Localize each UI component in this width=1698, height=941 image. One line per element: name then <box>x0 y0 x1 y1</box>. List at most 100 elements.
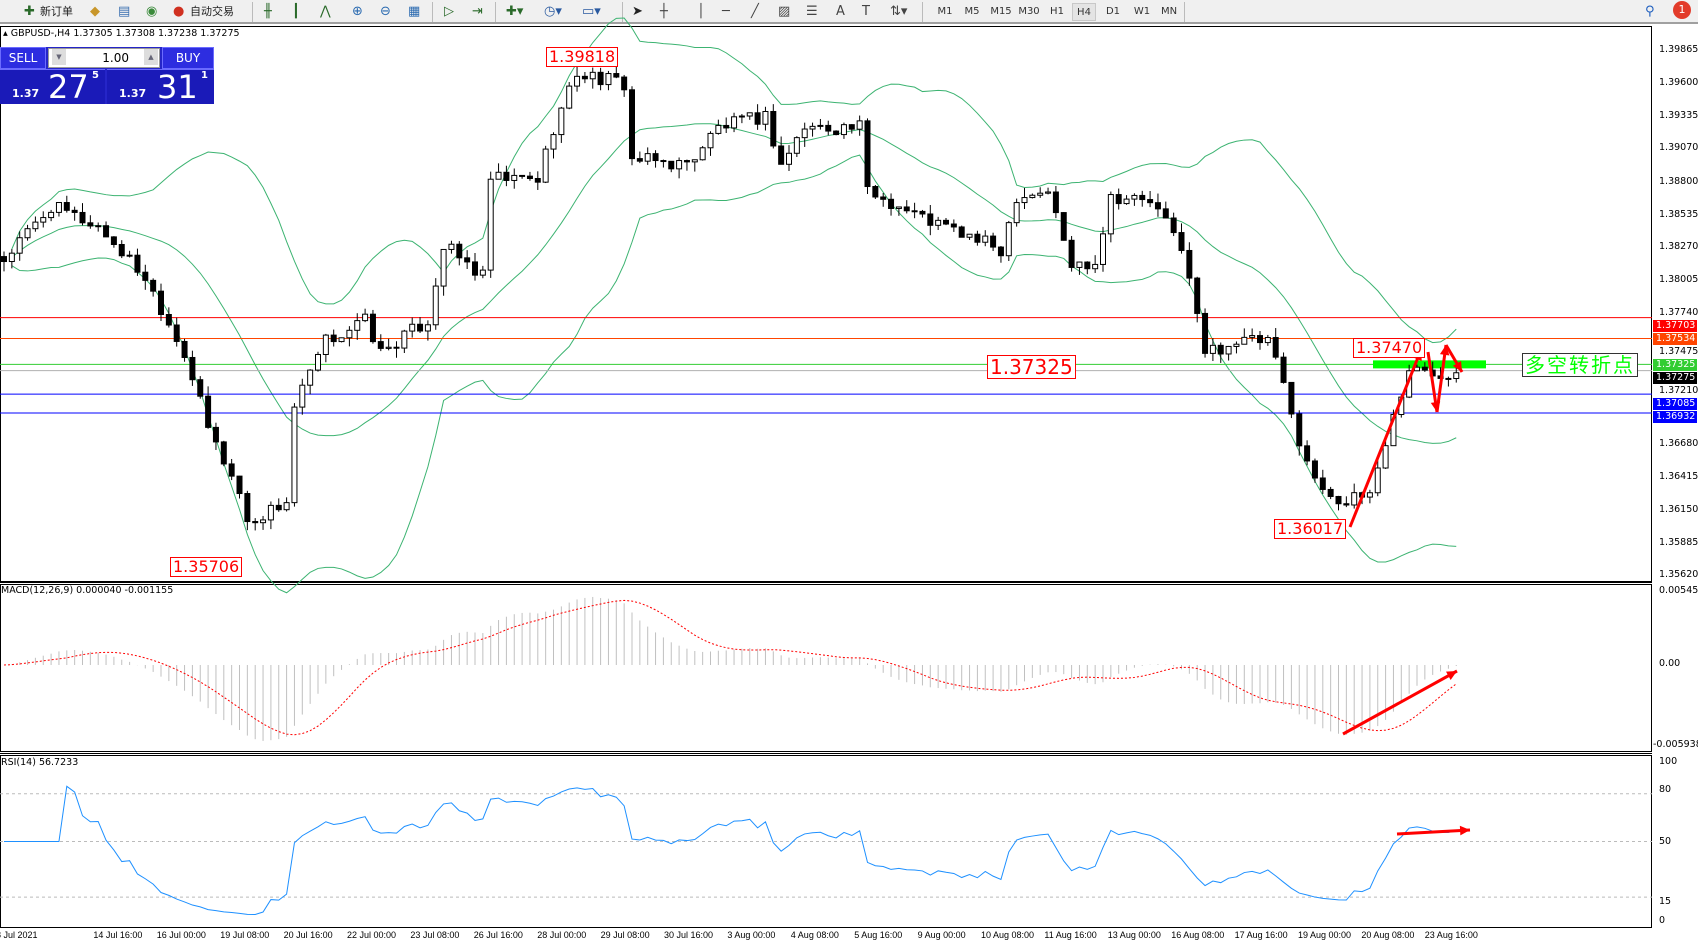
annotation-recent-low[interactable]: 1.36017 <box>1274 519 1347 539</box>
candle <box>652 153 659 162</box>
candle <box>165 314 172 326</box>
candle <box>1296 413 1303 447</box>
candle <box>856 120 863 130</box>
vertical-line-icon[interactable]: │ <box>697 4 705 19</box>
gold-icon[interactable]: ◆ <box>90 4 100 19</box>
chart-shift-icon[interactable]: ⇥ <box>472 4 483 19</box>
autoscroll-icon[interactable]: ▷ <box>444 4 454 19</box>
macd-signal-line <box>3 599 1457 736</box>
timeframe-m5[interactable]: M5 <box>964 6 980 17</box>
candle <box>267 504 274 521</box>
buy-price-pips: 31 <box>157 68 198 106</box>
new-order-button[interactable]: 新订单 <box>40 5 73 18</box>
candlestick-icon[interactable]: ┃ <box>292 4 300 19</box>
candle <box>205 395 212 428</box>
auto-trading-button[interactable]: 自动交易 <box>190 5 234 18</box>
candle <box>134 254 141 273</box>
candle <box>220 441 227 465</box>
arrow-right-down-head <box>1452 361 1462 372</box>
timeframe-m30[interactable]: M30 <box>1018 6 1040 17</box>
candle <box>927 213 934 226</box>
buy-button[interactable]: BUY <box>162 47 214 69</box>
sell-button[interactable]: SELL <box>0 47 46 69</box>
horizontal-line-icon[interactable]: ─ <box>722 4 730 19</box>
notification-icon[interactable]: 1 <box>1673 1 1691 19</box>
candle <box>338 337 345 343</box>
annotation-low[interactable]: 1.35706 <box>170 557 243 577</box>
candle <box>1343 503 1350 506</box>
periods-icon[interactable]: ◷▾ <box>544 4 562 19</box>
arrows-icon[interactable]: ⇅▾ <box>890 4 908 19</box>
trend-arrow-up <box>1348 349 1423 528</box>
timeframe-mn[interactable]: MN <box>1160 6 1178 17</box>
candle <box>158 290 164 316</box>
candle <box>911 210 918 213</box>
search-icon[interactable]: ⚲ <box>1645 4 1655 19</box>
candle <box>1374 467 1381 494</box>
candle <box>346 329 353 339</box>
annotation-recent-high[interactable]: 1.37470 <box>1353 338 1426 358</box>
candle <box>581 75 588 80</box>
candle <box>1076 261 1083 268</box>
sell-price-fraction: 5 <box>92 70 99 81</box>
label-icon[interactable]: T <box>862 4 870 19</box>
candle <box>1217 344 1224 355</box>
time-axis-label: 19 Aug 00:00 <box>1298 930 1352 940</box>
macd-label: MACD(12,26,9) 0.000040 -0.001155 <box>1 585 174 596</box>
pivot-label[interactable]: 多空转折点 <box>1522 353 1638 377</box>
candle <box>1249 335 1256 338</box>
main-panel-frame <box>0 26 1652 582</box>
tile-icon[interactable]: ▦ <box>408 4 421 19</box>
price-axis-label: 1.39335 <box>1659 109 1698 121</box>
cursor-icon[interactable]: ➤ <box>632 4 643 19</box>
candle <box>746 112 753 117</box>
auto-trading-icon[interactable]: ● <box>173 4 185 19</box>
timeframe-w1[interactable]: W1 <box>1133 6 1151 17</box>
time-axis-label: 10 Aug 08:00 <box>981 930 1035 940</box>
annotation-high[interactable]: 1.39818 <box>546 47 619 67</box>
buy-price[interactable]: 1.37 31 1 <box>107 69 214 104</box>
signal-icon[interactable]: ◉ <box>146 4 158 19</box>
lot-increase-button[interactable]: ▲ <box>144 49 158 65</box>
bar-chart-icon[interactable]: ╫ <box>264 4 272 19</box>
buy-price-prefix: 1.37 <box>119 87 147 100</box>
text-icon[interactable]: A <box>836 4 845 19</box>
candle <box>809 125 816 130</box>
candle <box>699 147 706 161</box>
candle <box>283 502 290 511</box>
indicators-icon[interactable]: ✚▾ <box>506 4 524 19</box>
fibonacci-icon[interactable]: ▨ <box>778 4 791 19</box>
candle <box>48 211 55 219</box>
annotation-mid[interactable]: 1.37325 <box>987 355 1076 379</box>
zoom-out-icon[interactable]: ⊖ <box>380 4 391 19</box>
price-level-tag: 1.37534 <box>1653 333 1697 346</box>
candle <box>417 323 424 332</box>
price-axis-label: 1.36680 <box>1659 438 1698 450</box>
candle <box>197 379 204 397</box>
timeframe-d1[interactable]: D1 <box>1105 6 1121 17</box>
candle <box>1060 212 1067 241</box>
candle <box>1045 191 1052 194</box>
templates-icon[interactable]: ▭▾ <box>582 4 601 19</box>
lot-size-input[interactable]: 1.00 <box>48 48 160 68</box>
candle <box>1154 202 1161 210</box>
timeframe-m15[interactable]: M15 <box>990 6 1012 17</box>
lot-decrease-button[interactable]: ▼ <box>52 49 66 65</box>
zoom-in-icon[interactable]: ⊕ <box>352 4 363 19</box>
sell-price[interactable]: 1.37 27 5 <box>0 69 105 104</box>
crosshair-icon[interactable]: ┼ <box>660 4 668 19</box>
candle <box>1233 343 1240 347</box>
price-axis-label: 1.38270 <box>1659 241 1698 253</box>
trendline-icon[interactable]: ╱ <box>751 4 759 19</box>
timeframe-h1[interactable]: H1 <box>1050 6 1064 17</box>
timeframe-m1[interactable]: M1 <box>937 6 953 17</box>
candle <box>786 152 792 165</box>
candle <box>181 340 188 358</box>
timeframe-h4[interactable]: H4 <box>1072 3 1096 21</box>
channel-icon[interactable]: ☰ <box>806 4 818 19</box>
candle <box>1107 194 1114 235</box>
new-order-icon[interactable]: ✚ <box>24 4 35 19</box>
line-chart-icon[interactable]: ⋀ <box>320 4 331 19</box>
history-icon[interactable]: ▤ <box>118 4 131 19</box>
